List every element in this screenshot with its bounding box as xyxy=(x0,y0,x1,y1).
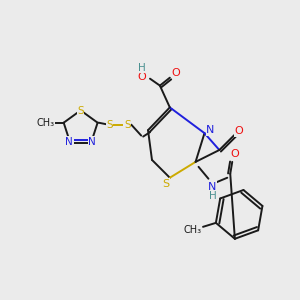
Text: N: N xyxy=(208,182,217,192)
Text: S: S xyxy=(77,106,84,116)
Text: O: O xyxy=(231,149,240,159)
Text: O: O xyxy=(138,72,146,82)
Text: O: O xyxy=(171,68,180,78)
Text: N: N xyxy=(65,136,73,147)
Text: S: S xyxy=(124,120,130,130)
Text: N: N xyxy=(88,136,96,147)
Text: CH₃: CH₃ xyxy=(37,118,55,128)
Text: S: S xyxy=(106,120,113,130)
Text: H: H xyxy=(208,190,216,201)
Text: H: H xyxy=(138,63,146,73)
Text: CH₃: CH₃ xyxy=(183,225,201,235)
Text: O: O xyxy=(235,126,244,136)
Text: N: N xyxy=(206,125,214,135)
Text: S: S xyxy=(162,179,169,189)
